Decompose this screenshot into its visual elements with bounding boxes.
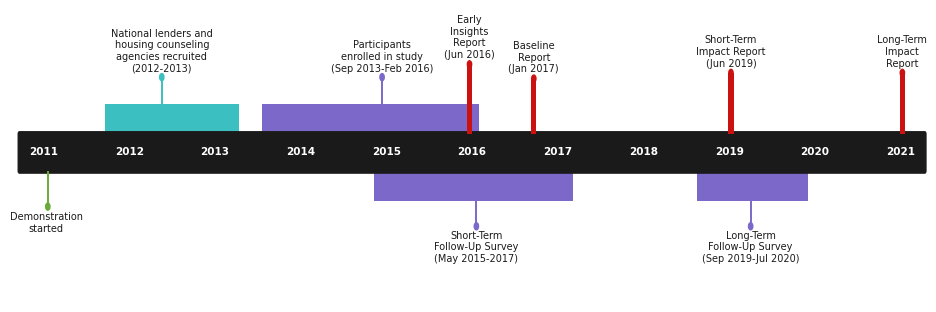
Text: National lenders and
housing counseling
agencies recruited
(2012-2013): National lenders and housing counseling … xyxy=(111,29,212,74)
Circle shape xyxy=(900,69,904,76)
Text: Baseline
Report
(Jan 2017): Baseline Report (Jan 2017) xyxy=(508,41,559,74)
Circle shape xyxy=(749,223,753,230)
Text: Demonstration
started: Demonstration started xyxy=(9,212,82,234)
Bar xyxy=(467,64,472,134)
Text: 2013: 2013 xyxy=(200,148,229,158)
Text: 2012: 2012 xyxy=(115,148,144,158)
Bar xyxy=(696,171,808,201)
Circle shape xyxy=(729,69,733,76)
Text: Early
Insights
Report
(Jun 2016): Early Insights Report (Jun 2016) xyxy=(445,15,495,60)
Text: Short-Term
Impact Report
(Jun 2019): Short-Term Impact Report (Jun 2019) xyxy=(696,36,766,69)
Bar xyxy=(262,104,479,134)
Text: 2014: 2014 xyxy=(286,148,315,158)
Text: Long-Term
Impact
Report: Long-Term Impact Report xyxy=(877,36,928,69)
Circle shape xyxy=(467,61,472,68)
Text: Participants
enrolled in study
(Sep 2013-Feb 2016): Participants enrolled in study (Sep 2013… xyxy=(331,41,433,74)
Circle shape xyxy=(46,203,50,210)
Text: 2016: 2016 xyxy=(458,148,487,158)
Text: 2017: 2017 xyxy=(543,148,572,158)
Circle shape xyxy=(475,223,478,230)
Bar xyxy=(373,171,573,201)
Text: 2015: 2015 xyxy=(372,148,401,158)
Bar xyxy=(532,79,536,134)
Text: 2020: 2020 xyxy=(800,148,829,158)
Circle shape xyxy=(532,75,536,82)
Circle shape xyxy=(380,74,385,81)
Bar xyxy=(899,73,905,134)
Bar xyxy=(728,73,734,134)
Circle shape xyxy=(160,74,164,81)
Text: 2019: 2019 xyxy=(715,148,744,158)
Text: 2011: 2011 xyxy=(29,148,58,158)
Bar xyxy=(105,104,239,134)
Text: Short-Term
Follow-Up Survey
(May 2015-2017): Short-Term Follow-Up Survey (May 2015-20… xyxy=(434,231,519,264)
Text: 2021: 2021 xyxy=(886,148,915,158)
Text: Long-Term
Follow-Up Survey
(Sep 2019-Jul 2020): Long-Term Follow-Up Survey (Sep 2019-Jul… xyxy=(702,231,799,264)
FancyBboxPatch shape xyxy=(18,132,926,173)
Text: 2018: 2018 xyxy=(629,148,658,158)
